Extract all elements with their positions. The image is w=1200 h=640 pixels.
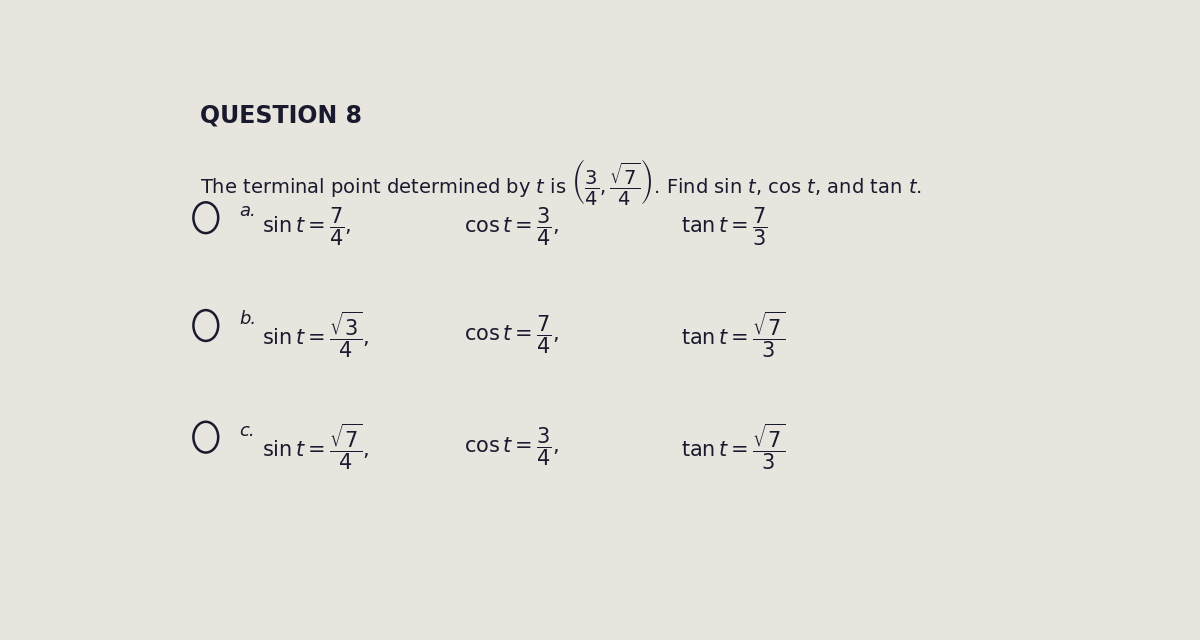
Text: $\cos t = \dfrac{7}{4}$,: $\cos t = \dfrac{7}{4}$, (464, 314, 559, 356)
Text: a.: a. (239, 202, 256, 220)
Text: b.: b. (239, 310, 257, 328)
Text: $\cos t = \dfrac{3}{4}$,: $\cos t = \dfrac{3}{4}$, (464, 425, 559, 468)
Text: $\tan t = \dfrac{7}{3}$: $\tan t = \dfrac{7}{3}$ (680, 205, 768, 248)
Text: $\sin t = \dfrac{\sqrt{3}}{4}$,: $\sin t = \dfrac{\sqrt{3}}{4}$, (263, 309, 370, 360)
Text: $\tan t = \dfrac{\sqrt{7}}{3}$: $\tan t = \dfrac{\sqrt{7}}{3}$ (680, 421, 785, 472)
Text: $\sin t = \dfrac{7}{4}$,: $\sin t = \dfrac{7}{4}$, (263, 205, 352, 248)
Text: The terminal point determined by $t$ is $\left(\dfrac{3}{4}, \dfrac{\sqrt{7}}{4}: The terminal point determined by $t$ is … (200, 157, 922, 207)
Text: c.: c. (239, 422, 254, 440)
Text: QUESTION 8: QUESTION 8 (200, 104, 362, 128)
Text: $\sin t = \dfrac{\sqrt{7}}{4}$,: $\sin t = \dfrac{\sqrt{7}}{4}$, (263, 421, 370, 472)
Text: $\cos t = \dfrac{3}{4}$,: $\cos t = \dfrac{3}{4}$, (464, 205, 559, 248)
Text: $\tan t = \dfrac{\sqrt{7}}{3}$: $\tan t = \dfrac{\sqrt{7}}{3}$ (680, 309, 785, 360)
